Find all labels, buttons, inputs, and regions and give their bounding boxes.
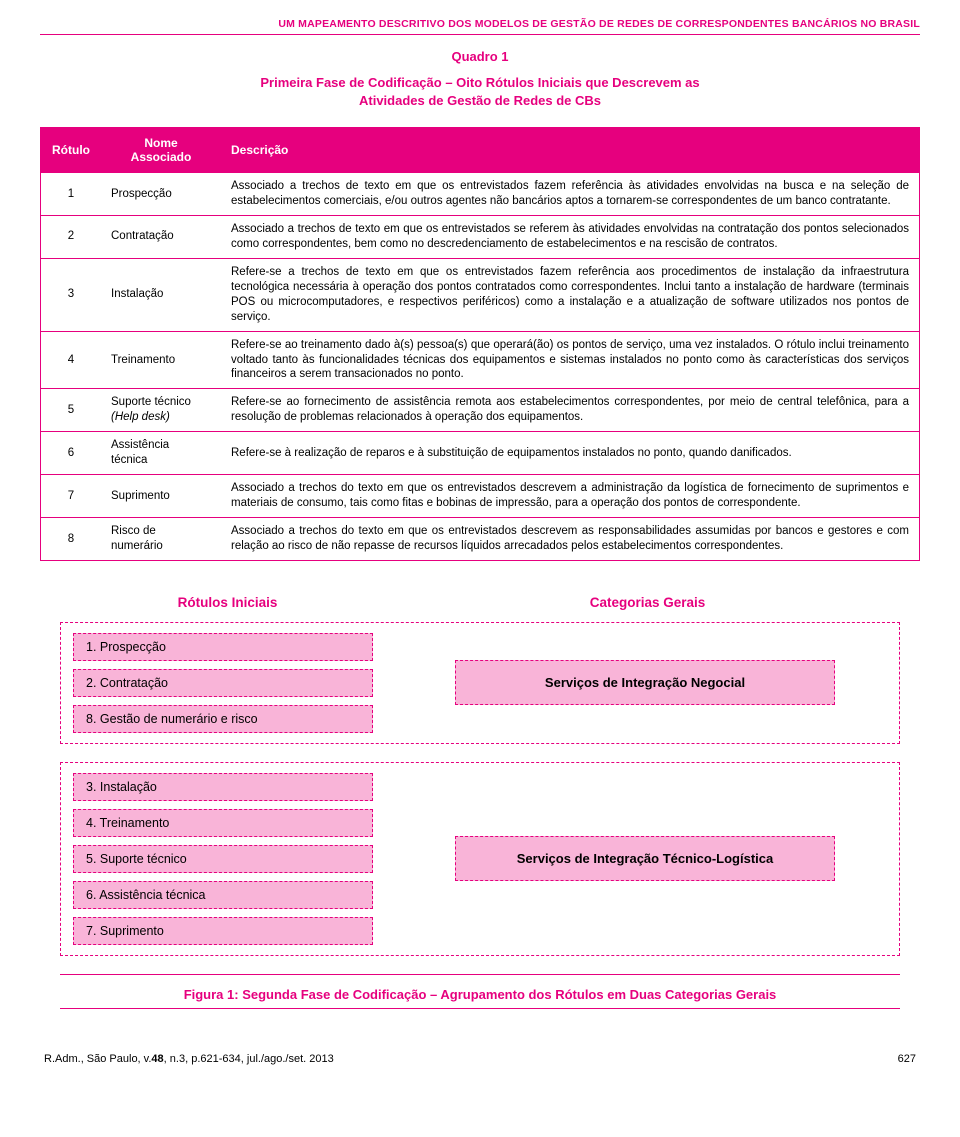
cell-desc: Refere-se ao fornecimento de assistência… xyxy=(221,389,919,432)
diagram-item: 7. Suprimento xyxy=(73,917,373,945)
cell-nome: Assistência técnica xyxy=(101,432,221,475)
cell-desc: Refere-se ao treinamento dado à(s) pesso… xyxy=(221,331,919,389)
diagram-heading-right: Categorias Gerais xyxy=(395,595,900,610)
cell-num: 5 xyxy=(41,389,101,432)
figura-caption: Figura 1: Segunda Fase de Codificação – … xyxy=(60,981,900,1008)
diagram-category-box: Serviços de Integração Negocial xyxy=(455,660,835,705)
quadro-table-wrap: Rótulo Nome Associado Descrição 1 Prospe… xyxy=(40,127,920,561)
figura-rule-bottom xyxy=(60,1008,900,1009)
diagram-right-category: Serviços de Integração Negocial xyxy=(373,633,887,733)
table-row: 4 Treinamento Refere-se ao treinamento d… xyxy=(41,331,919,389)
table-row: 2 Contratação Associado a trechos de tex… xyxy=(41,215,919,258)
diagram-item: 1. Prospecção xyxy=(73,633,373,661)
cell-nome-l2: numerário xyxy=(111,540,163,552)
col-nome-l1: Nome xyxy=(144,136,177,150)
diagram-right-category: Serviços de Integração Técnico-Logística xyxy=(373,773,887,945)
quadro-table: Rótulo Nome Associado Descrição 1 Prospe… xyxy=(41,128,919,560)
quadro-title: Primeira Fase de Codificação – Oito Rótu… xyxy=(40,74,920,109)
diagram-item: 3. Instalação xyxy=(73,773,373,801)
diagram-left-items: 3. Instalação 4. Treinamento 5. Suporte … xyxy=(73,773,373,945)
col-rotulo: Rótulo xyxy=(41,128,101,173)
diagram-group-2: 3. Instalação 4. Treinamento 5. Suporte … xyxy=(60,762,900,956)
cell-nome: Contratação xyxy=(101,215,221,258)
diagram-headings: Rótulos Iniciais Categorias Gerais xyxy=(60,595,900,610)
cell-desc: Associado a trechos de texto em que os e… xyxy=(221,173,919,216)
cell-num: 8 xyxy=(41,518,101,560)
diagram-heading-left: Rótulos Iniciais xyxy=(60,595,395,610)
quadro-label: Quadro 1 xyxy=(40,49,920,64)
cell-desc: Refere-se a trechos de texto em que os e… xyxy=(221,258,919,331)
diagram-item: 4. Treinamento xyxy=(73,809,373,837)
cell-desc: Associado a trechos do texto em que os e… xyxy=(221,475,919,518)
cell-desc: Associado a trechos de texto em que os e… xyxy=(221,215,919,258)
cell-nome-l2: (Help desk) xyxy=(111,411,170,423)
diagram-item: 5. Suporte técnico xyxy=(73,845,373,873)
col-nome: Nome Associado xyxy=(101,128,221,173)
footer-vol: 48 xyxy=(151,1053,163,1065)
page-footer: R.Adm., São Paulo, v.48, n.3, p.621-634,… xyxy=(40,1053,920,1065)
quadro-title-line2: Atividades de Gestão de Redes de CBs xyxy=(359,93,601,108)
diagram-item: 6. Assistência técnica xyxy=(73,881,373,909)
table-row: 8 Risco de numerário Associado a trechos… xyxy=(41,518,919,560)
cell-num: 7 xyxy=(41,475,101,518)
cell-nome-l2: técnica xyxy=(111,454,147,466)
cell-nome: Treinamento xyxy=(101,331,221,389)
diagram-item: 8. Gestão de numerário e risco xyxy=(73,705,373,733)
footer-date: jul./ago./set. 2013 xyxy=(247,1053,334,1065)
cell-nome: Instalação xyxy=(101,258,221,331)
cell-nome: Prospecção xyxy=(101,173,221,216)
diagram-item: 2. Contratação xyxy=(73,669,373,697)
cell-nome: Suprimento xyxy=(101,475,221,518)
cell-num: 6 xyxy=(41,432,101,475)
footer-pages: 621-634 xyxy=(200,1053,240,1065)
cell-nome: Suporte técnico (Help desk) xyxy=(101,389,221,432)
cell-num: 4 xyxy=(41,331,101,389)
cell-nome: Risco de numerário xyxy=(101,518,221,560)
footer-citation: R.Adm., São Paulo, v.48, n.3, p.621-634,… xyxy=(44,1053,334,1065)
footer-pages-pre: , p. xyxy=(185,1053,200,1065)
footer-issue-pre: , n. xyxy=(164,1053,179,1065)
table-header-row: Rótulo Nome Associado Descrição xyxy=(41,128,919,173)
cell-desc: Associado a trechos do texto em que os e… xyxy=(221,518,919,560)
cell-nome-l1: Suporte técnico xyxy=(111,396,191,408)
col-nome-l2: Associado xyxy=(131,150,192,164)
table-row: 1 Prospecção Associado a trechos de text… xyxy=(41,173,919,216)
diagram-left-items: 1. Prospecção 2. Contratação 8. Gestão d… xyxy=(73,633,373,733)
figura-rule-top xyxy=(60,974,900,975)
cell-num: 1 xyxy=(41,173,101,216)
table-row: 3 Instalação Refere-se a trechos de text… xyxy=(41,258,919,331)
col-descricao: Descrição xyxy=(221,128,919,173)
cell-num: 2 xyxy=(41,215,101,258)
footer-page-number: 627 xyxy=(898,1053,916,1065)
cell-nome-l1: Assistência xyxy=(111,439,169,451)
footer-city: , São Paulo, v. xyxy=(81,1053,152,1065)
cell-desc: Refere-se à realização de reparos e à su… xyxy=(221,432,919,475)
table-row: 5 Suporte técnico (Help desk) Refere-se … xyxy=(41,389,919,432)
diagram-category-box: Serviços de Integração Técnico-Logística xyxy=(455,836,835,881)
table-row: 6 Assistência técnica Refere-se à realiz… xyxy=(41,432,919,475)
footer-journal: R.Adm. xyxy=(44,1053,81,1065)
diagram-group-1: 1. Prospecção 2. Contratação 8. Gestão d… xyxy=(60,622,900,744)
quadro-title-line1: Primeira Fase de Codificação – Oito Rótu… xyxy=(260,75,699,90)
running-header: UM MAPEAMENTO DESCRITIVO DOS MODELOS DE … xyxy=(40,18,920,35)
cell-num: 3 xyxy=(41,258,101,331)
cell-nome-l1: Risco de xyxy=(111,525,156,537)
table-row: 7 Suprimento Associado a trechos do text… xyxy=(41,475,919,518)
